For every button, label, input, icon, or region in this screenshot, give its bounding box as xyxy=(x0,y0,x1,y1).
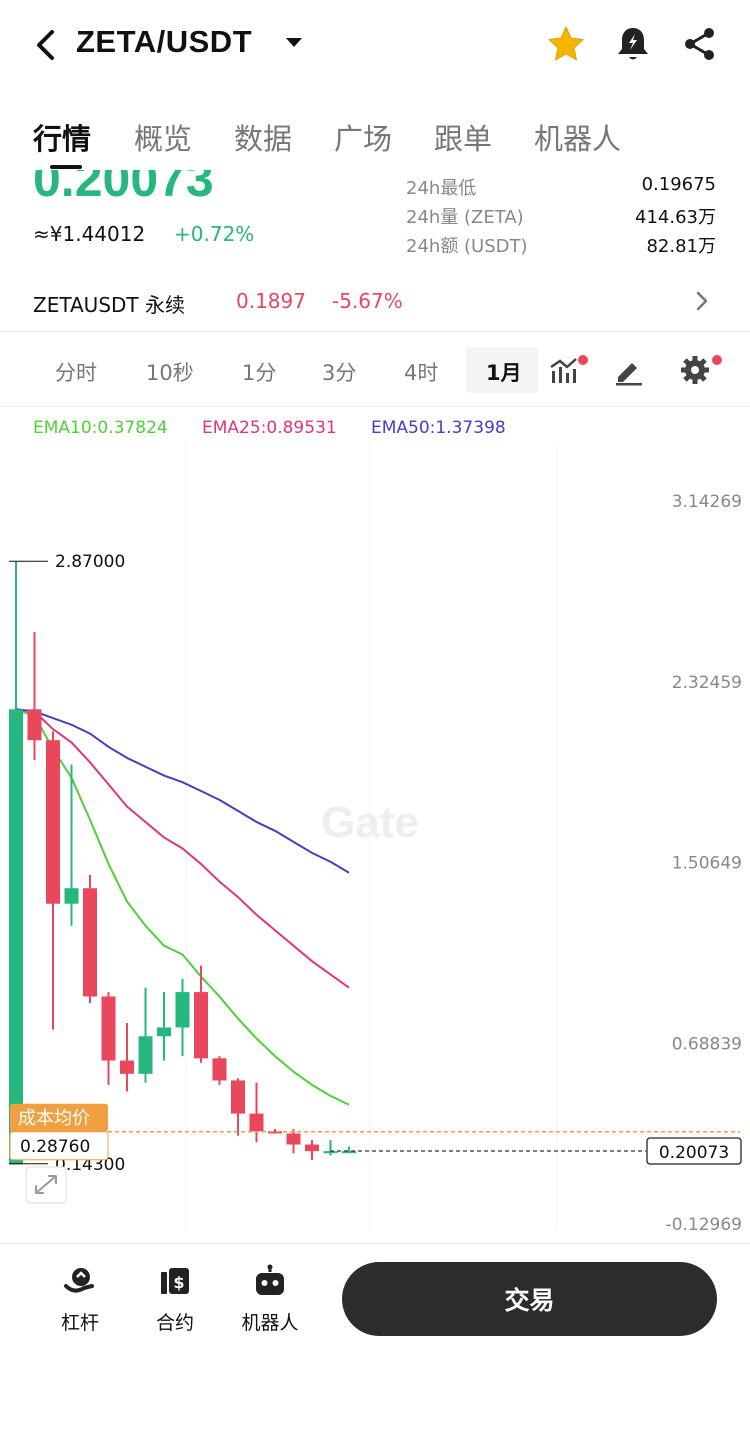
selected-interval-highlight xyxy=(466,347,538,393)
tab-market[interactable]: 行情 xyxy=(33,122,92,156)
candle-body xyxy=(342,1151,356,1154)
interval-3m[interactable]: 3分 xyxy=(322,361,357,385)
bots-button[interactable]: 机器人 xyxy=(230,1264,310,1335)
svg-text:$: $ xyxy=(173,1273,184,1292)
main-tabs: 行情 概览 数据 广场 跟单 机器人 xyxy=(0,108,750,170)
star-icon[interactable] xyxy=(546,24,586,64)
leverage-icon xyxy=(64,1268,94,1293)
bottom-action-bar: 杠杆 $ 合约 机器人 交易 xyxy=(0,1243,750,1437)
candle-body xyxy=(323,1151,338,1154)
candle-body xyxy=(120,1060,134,1074)
stat-value-low: 0.19675 xyxy=(641,174,716,195)
tab-bots[interactable]: 机器人 xyxy=(534,122,622,156)
candle-body xyxy=(27,709,42,741)
price-alert-bell-icon[interactable] xyxy=(613,24,653,64)
trade-button[interactable]: 交易 xyxy=(342,1262,717,1336)
perpetual-name: ZETAUSDT 永续 xyxy=(33,293,185,317)
y-axis-tick-label: 0.68839 xyxy=(672,1034,742,1054)
candle-body xyxy=(101,996,116,1061)
tab-square[interactable]: 广场 xyxy=(334,122,393,156)
candle-body xyxy=(175,992,190,1028)
perpetual-change: -5.67% xyxy=(332,289,403,313)
leverage-button[interactable]: 杠杆 xyxy=(40,1264,120,1335)
robot-icon xyxy=(256,1264,284,1295)
bots-label: 机器人 xyxy=(241,1312,299,1334)
cost-average-label: 成本均价 xyxy=(18,1108,90,1129)
y-axis-tick-label: 3.14269 xyxy=(672,492,742,512)
stat-value-turnover: 82.81万 xyxy=(646,236,716,257)
interval-selector: 分时 10秒 1分 3分 4时 1月 xyxy=(0,333,750,407)
cny-price: ≈¥1.44012 xyxy=(33,222,146,246)
candle-body xyxy=(9,709,23,1165)
stat-label-low: 24h最低 xyxy=(406,178,477,199)
back-icon[interactable] xyxy=(30,26,64,64)
candle-body xyxy=(83,888,97,997)
candle-body xyxy=(194,992,208,1059)
interval-1-month[interactable]: 1月 xyxy=(486,361,522,385)
interval-1m[interactable]: 1分 xyxy=(242,361,277,385)
stat-label-volume: 24h量 (ZETA) xyxy=(406,207,524,228)
fullscreen-arrows xyxy=(35,1175,57,1194)
chevron-down-icon[interactable] xyxy=(286,38,302,47)
y-axis-tick-label: 2.32459 xyxy=(672,673,742,693)
candle-body xyxy=(286,1133,301,1145)
interval-timeshare[interactable]: 分时 xyxy=(55,361,97,385)
candle-body xyxy=(64,888,79,904)
last-price-tag xyxy=(646,1137,742,1165)
chevron-right-icon[interactable] xyxy=(690,288,714,314)
stat-label-turnover: 24h额 (USDT) xyxy=(406,236,528,257)
ema-line-ema50 xyxy=(15,708,350,874)
candle-body xyxy=(212,1058,227,1081)
fullscreen-expand-icon[interactable] xyxy=(25,1166,67,1204)
tab-overview[interactable]: 概览 xyxy=(134,122,193,156)
cost-average-value: 0.28760 xyxy=(20,1137,90,1157)
candle-body xyxy=(46,740,60,904)
y-axis-tick-label: -0.12969 xyxy=(666,1215,742,1235)
candle-body xyxy=(138,1036,153,1074)
interval-4h[interactable]: 4时 xyxy=(404,361,439,385)
active-tab-indicator xyxy=(50,165,82,169)
indicator-icon[interactable] xyxy=(548,353,582,387)
futures-label: 合约 xyxy=(155,1312,194,1334)
candle-body xyxy=(231,1080,245,1114)
candle-body xyxy=(157,1027,171,1037)
top-bar: ZETA/USDT xyxy=(0,0,750,90)
candle-body xyxy=(249,1113,264,1132)
pair-title[interactable]: ZETA/USDT xyxy=(76,24,253,59)
y-axis-tick-label: 1.50649 xyxy=(672,854,742,874)
perpetual-price: 0.1897 xyxy=(236,289,306,313)
tab-copy-trade[interactable]: 跟单 xyxy=(434,122,493,156)
candle-body xyxy=(268,1131,282,1134)
ema50-legend: EMA50:1.37398 xyxy=(371,418,506,438)
share-icon[interactable] xyxy=(680,24,720,64)
ema10-legend: EMA10:0.37824 xyxy=(33,418,168,438)
cost-average-value-box xyxy=(9,1131,109,1161)
tab-data[interactable]: 数据 xyxy=(234,122,293,156)
stat-value-volume: 414.63万 xyxy=(635,207,716,228)
cost-average-tag xyxy=(10,1103,108,1132)
change-percent: +0.72% xyxy=(174,222,255,246)
last-price: 0.20073 xyxy=(33,170,214,207)
settings-icon[interactable] xyxy=(678,353,712,387)
candle-body xyxy=(305,1144,319,1152)
settings-badge xyxy=(712,355,722,365)
high-price-label: 2.87000 xyxy=(55,552,125,572)
draw-icon[interactable] xyxy=(612,353,646,387)
perpetual-link-row[interactable]: ZETAUSDT 永续 0.1897 -5.67% xyxy=(0,270,750,332)
ticker-summary: 0.20073 ≈¥1.44012 +0.72% 24h最低 0.19675 2… xyxy=(0,170,750,268)
indicator-badge xyxy=(578,355,588,365)
interval-10s[interactable]: 10秒 xyxy=(146,361,194,385)
futures-button[interactable]: $ 合约 xyxy=(135,1264,215,1335)
ema25-legend: EMA25:0.89531 xyxy=(202,418,337,438)
gate-watermark: Gate xyxy=(321,798,419,847)
ema-line-ema25 xyxy=(15,708,350,989)
last-price-label: 0.20073 xyxy=(659,1143,729,1163)
leverage-label: 杠杆 xyxy=(60,1312,99,1334)
futures-icon: $ xyxy=(161,1268,189,1294)
